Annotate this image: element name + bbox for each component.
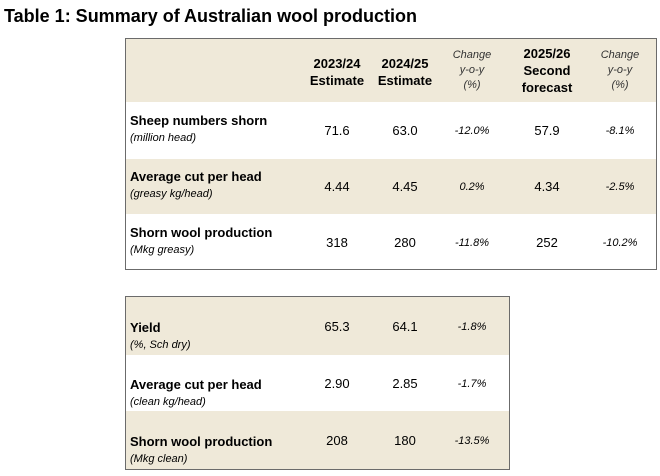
cell-value: 57.9 [534,123,560,138]
cell-value: 180 [394,433,416,448]
table-row [126,411,509,469]
cell-value: 2.90 [324,376,350,391]
row-label-average-cut-clean: Average cut per head (clean kg/head) [130,377,262,408]
header-2023-24: 2023/24 Estimate [309,56,365,88]
cell-change: -8.1% [605,125,635,137]
header-change-1: Change y-o-y (%) [452,49,492,91]
table-row [126,214,656,269]
cell-change: -1.8% [457,321,487,333]
cell-value: 63.0 [392,123,418,138]
cell-change: -11.8% [454,237,490,249]
cell-value: 4.34 [534,179,560,194]
cell-value: 71.6 [324,123,350,138]
cell-change: -1.7% [457,378,487,390]
row-label-sheep-numbers: Sheep numbers shorn (million head) [130,113,268,144]
cell-value: 65.3 [324,319,350,334]
table-row [126,297,509,355]
table-row [126,159,656,214]
table-row [126,102,656,159]
wool-production-summary-table: 2023/24 Estimate 2024/25 Estimate Change y-… [125,38,657,270]
cell-change: 0.2% [459,181,485,193]
cell-value: 64.1 [392,319,418,334]
cell-value: 252 [536,235,558,250]
cell-change: -13.5% [454,435,490,447]
row-label-shorn-wool-clean: Shorn wool production (Mkg clean) [130,434,273,465]
cell-value: 2.85 [392,376,418,391]
cell-change: -12.0% [454,125,490,137]
cell-change: -2.5% [605,181,635,193]
page-title: Table 1: Summary of Australian wool prod… [4,6,418,26]
cell-value: 318 [326,235,348,250]
clean-wool-summary-table: Yield (%, Sch dry) 65.3 64.1 -1.8% Averag… [125,296,510,470]
cell-change: -10.2% [602,237,638,249]
cell-value: 4.45 [392,179,418,194]
cell-value: 280 [394,235,416,250]
table-row [126,355,509,411]
cell-value: 208 [326,433,348,448]
row-label-shorn-wool-greasy: Shorn wool production (Mkg greasy) [130,225,273,256]
table-header-row [126,39,656,102]
header-2025-26: 2025/26 Second forecast [521,46,573,95]
cell-value: 4.44 [324,179,350,194]
header-2024-25: 2024/25 Estimate [377,56,433,88]
header-change-2: Change y-o-y (%) [600,49,640,91]
row-label-average-cut: Average cut per head (greasy kg/head) [130,169,262,200]
row-label-yield: Yield (%, Sch dry) [130,320,191,351]
